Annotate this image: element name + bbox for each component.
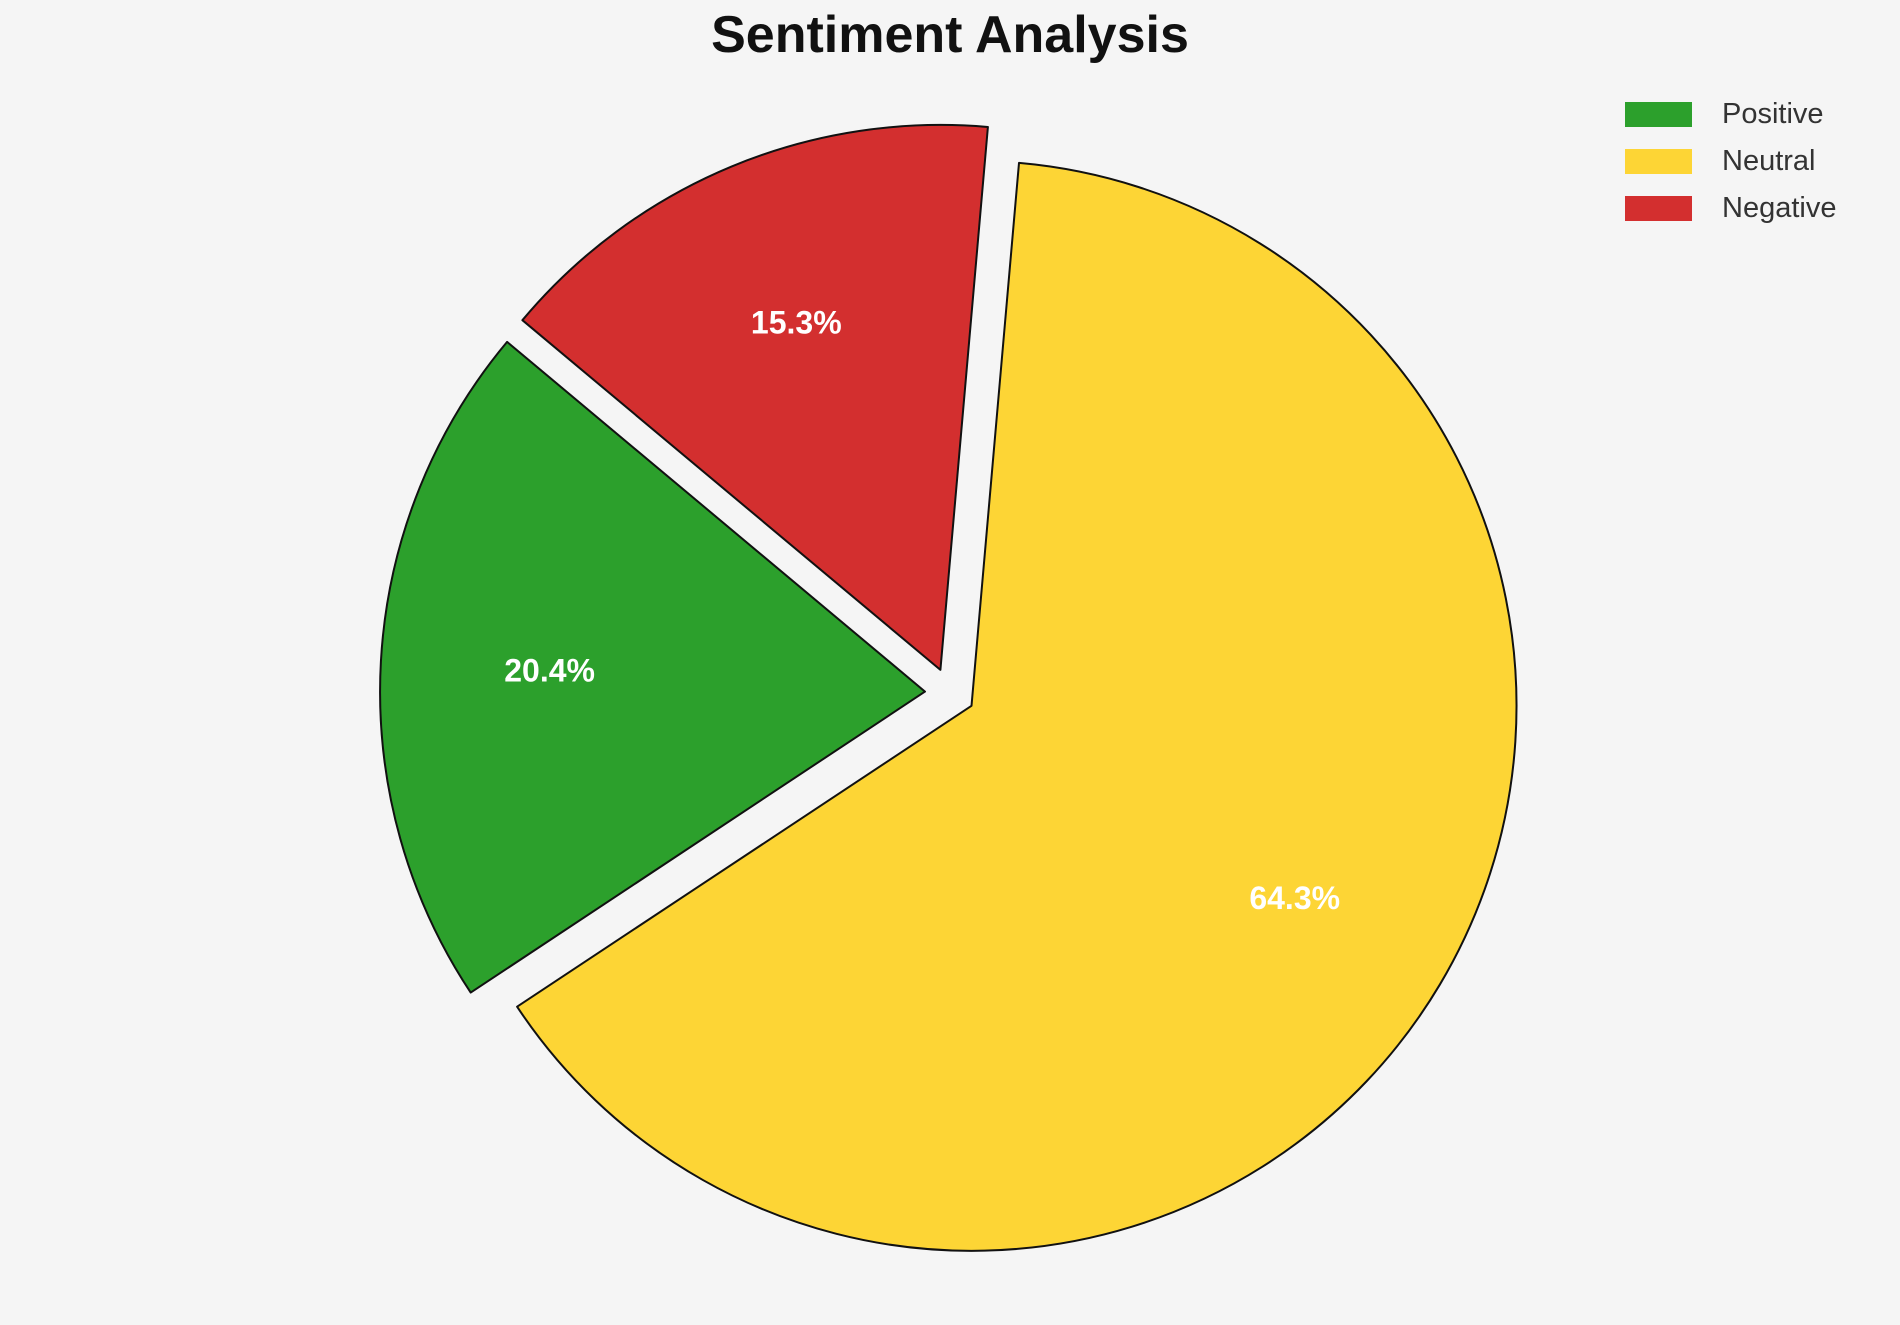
legend-label-negative: Negative	[1722, 192, 1837, 224]
legend-swatch-positive-icon	[1625, 102, 1692, 127]
pie-slice-neutral	[516, 161, 1518, 1252]
pie-slice-negative	[521, 123, 989, 671]
pie-slice-positive	[379, 340, 926, 994]
chart-title: Sentiment Analysis	[711, 6, 1189, 64]
pie-label-positive: 20.4%	[504, 653, 595, 689]
legend-swatch-neutral-icon	[1625, 149, 1692, 174]
legend-item-neutral: Neutral	[1625, 145, 1836, 177]
legend-item-positive: Positive	[1625, 98, 1836, 130]
pie-label-neutral: 64.3%	[1249, 880, 1340, 916]
legend-item-negative: Negative	[1625, 192, 1837, 224]
legend-label-neutral: Neutral	[1722, 145, 1816, 177]
legend-swatch-negative-icon	[1625, 196, 1692, 221]
legend: Positive Neutral Negative	[1625, 98, 1837, 224]
pie-label-negative: 15.3%	[751, 305, 842, 341]
legend-label-positive: Positive	[1722, 98, 1824, 130]
